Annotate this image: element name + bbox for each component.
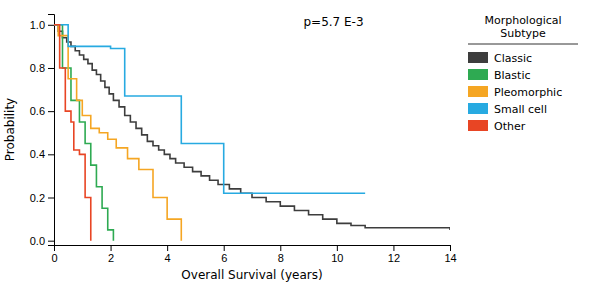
x-axis-label: Overall Survival (years) — [181, 268, 322, 282]
tick-label: 0.8 — [30, 62, 45, 74]
tick: 2 — [108, 245, 114, 264]
legend-swatch — [468, 69, 488, 80]
tick-label: 2 — [108, 252, 114, 264]
tick-label: 0.6 — [30, 105, 45, 117]
legend-swatch — [468, 103, 488, 114]
tick-mark — [48, 198, 54, 199]
tick-label: 10 — [331, 252, 343, 264]
survival-curve — [54, 25, 91, 241]
tick-mark — [48, 111, 54, 112]
legend-item: Other — [468, 120, 526, 133]
tick-mark — [450, 245, 451, 251]
legend-swatch — [468, 86, 488, 97]
axis-line — [55, 246, 451, 252]
tick-mark — [167, 245, 168, 251]
tick-label: 4 — [165, 252, 171, 264]
tick: 12 — [388, 245, 400, 264]
legend-separator — [468, 44, 578, 45]
legend-swatch — [468, 120, 488, 131]
tick: 0 — [51, 245, 57, 264]
y-axis-label: Probability — [3, 98, 17, 161]
tick-mark — [48, 154, 54, 155]
tick: 0.2 — [30, 192, 54, 204]
curves — [54, 25, 450, 241]
tick-mark — [224, 245, 225, 251]
legend-item: Classic — [468, 52, 532, 65]
tick-mark — [48, 68, 54, 69]
survival-curve — [54, 25, 181, 241]
annotation: p=5.7 E-3 — [303, 15, 363, 29]
tick: 0.0 — [30, 235, 54, 247]
tick: 0.6 — [30, 105, 54, 117]
chart: 0 2 4 6 8 10 12 14 0.0 0.2 0.4 0.6 0.8 1.0 p=5.7 E-3 Ov… — [0, 0, 600, 285]
legend-title: MorphologicalSubtype — [484, 14, 561, 40]
tick-mark — [111, 245, 112, 251]
legend-swatch — [468, 52, 488, 63]
tick-label: 1.0 — [30, 19, 45, 31]
tick: 6 — [221, 245, 227, 264]
legend-label: Small cell — [494, 103, 547, 116]
y-axis: 0.0 0.2 0.4 0.6 0.8 1.0 — [30, 15, 55, 247]
tick-mark — [393, 245, 394, 251]
tick: 10 — [331, 245, 343, 264]
tick: 14 — [444, 245, 456, 264]
axis-line — [48, 15, 55, 246]
tick-label: 0.2 — [30, 192, 45, 204]
tick-mark — [280, 245, 281, 251]
legend-item: Small cell — [468, 103, 547, 116]
tick-label: 0.0 — [30, 235, 45, 247]
x-axis: 0 2 4 6 8 10 12 14 — [51, 245, 456, 264]
legend-label: Other — [494, 120, 526, 133]
survival-curve — [54, 25, 365, 193]
legend: MorphologicalSubtype Classic Blastic Pleomo… — [468, 14, 578, 133]
tick-mark — [48, 241, 54, 242]
legend-label: Pleomorphic — [494, 86, 562, 99]
tick: 4 — [165, 245, 171, 264]
tick: 1.0 — [30, 19, 54, 31]
legend-label: Blastic — [494, 69, 531, 82]
survival-curve — [54, 25, 450, 230]
legend-item: Pleomorphic — [468, 86, 562, 99]
legend-label: Classic — [494, 52, 532, 65]
tick-mark — [48, 25, 54, 26]
tick-label: 0.4 — [30, 148, 45, 160]
plot-area: 0 2 4 6 8 10 12 14 0.0 0.2 0.4 0.6 0.8 1.0 p=5.7 E-3 — [30, 15, 457, 264]
legend-item: Blastic — [468, 69, 531, 82]
tick-label: 12 — [388, 252, 400, 264]
tick-mark — [337, 245, 338, 251]
tick: 0.8 — [30, 62, 54, 74]
tick: 8 — [278, 245, 284, 264]
tick-label: 8 — [278, 252, 284, 264]
tick-label: 6 — [221, 252, 227, 264]
tick-label: 0 — [51, 252, 57, 264]
tick-label: 14 — [444, 252, 456, 264]
tick: 0.4 — [30, 148, 54, 160]
